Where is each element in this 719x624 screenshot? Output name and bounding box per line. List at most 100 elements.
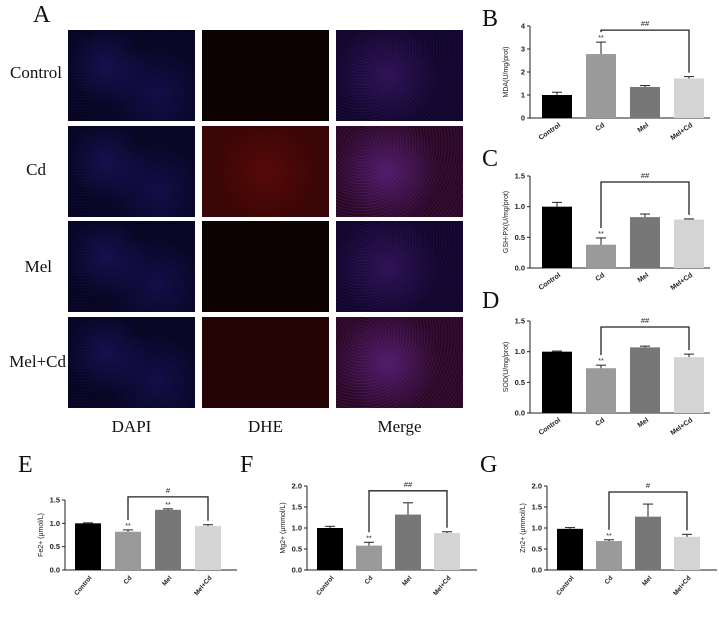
x-tick-label: Control [555, 575, 575, 597]
x-tick-label: Cd [123, 575, 134, 586]
bar-mel-cd [674, 219, 704, 268]
bar-control [317, 528, 343, 570]
col-label-merge: Merge [377, 417, 422, 436]
bar-mel-cd [674, 78, 704, 118]
x-tick-label: Mel [401, 575, 413, 588]
bar-mel [630, 347, 660, 413]
significance-marker: ** [598, 231, 604, 238]
panel-letter-c: C [482, 146, 499, 172]
y-tick-label: 0.0 [50, 566, 60, 575]
bracket-significance: ## [404, 480, 413, 489]
x-tick-label: Mel+Cd [670, 417, 695, 437]
y-tick-label: 0.0 [532, 566, 542, 575]
x-tick-label: Control [538, 417, 562, 437]
x-tick-label: Mel [637, 417, 651, 429]
col-label-dhe: DHE [248, 417, 283, 436]
y-tick-label: 1.5 [515, 172, 525, 181]
y-tick-label: 0.5 [515, 378, 525, 387]
y-tick-label: 1.0 [532, 524, 542, 533]
bracket-significance: ## [641, 19, 650, 28]
panel-letter-e: E [18, 452, 33, 478]
x-tick-label: Cd [604, 575, 615, 586]
bar-cd [596, 541, 622, 570]
bar-mel-cd [674, 357, 704, 413]
bar-cd [115, 531, 141, 570]
y-tick-label: 0.5 [50, 542, 60, 551]
image-melcd-dapi [68, 317, 195, 408]
image-melcd-merge [336, 317, 463, 408]
chart-e-fe: 0.0 0.5 1.0 1.5 Fe2+ (μmol/L) Control Cd Mel Mel… [38, 486, 237, 597]
panel-letter-a: A [33, 2, 51, 28]
row-label-mel: Mel [24, 257, 52, 276]
y-axis-label: SOD(U/mg/prot) [503, 342, 510, 393]
significance-marker: ** [366, 535, 372, 542]
image-mel-merge [336, 221, 463, 312]
bar-control [542, 95, 572, 118]
bar-cd [586, 54, 616, 118]
y-tick-label: 2.0 [292, 482, 302, 491]
y-tick-label: 1.0 [50, 519, 60, 528]
x-tick-label: Mel+Cd [672, 575, 692, 597]
chart-g-zn: 0.0 0.5 1.0 1.5 2.0 Zn2+ (μmmol/L) Control Cd Me… [520, 481, 717, 597]
bar-mel [155, 509, 181, 570]
y-axis-label: Mg2+ (μmmol/L) [280, 502, 287, 553]
bar-mel-cd [674, 536, 700, 570]
x-tick-label: Control [73, 575, 93, 597]
significance-marker: ** [125, 523, 131, 530]
panel-letter-d: D [482, 288, 500, 314]
panel-letter-f: F [240, 452, 254, 478]
row-label-cd: Cd [26, 160, 46, 179]
y-tick-label: 0.0 [515, 409, 525, 418]
x-tick-label: Control [315, 575, 335, 597]
bar-mel-cd [195, 526, 221, 570]
chart-b-mda: 0 1 2 3 4 MDA(U/mg/prot) Control Cd Mel Mel+Cd ** #… [503, 19, 710, 142]
bar-control [557, 528, 583, 570]
y-tick-label: 0.0 [292, 566, 302, 575]
y-tick-label: 1.0 [515, 202, 525, 211]
significance-marker: ** [165, 502, 171, 509]
y-tick-label: 2 [521, 68, 525, 77]
y-tick-label: 0.0 [515, 264, 525, 273]
bar-mel [635, 516, 661, 570]
bar-control [542, 351, 572, 413]
y-tick-label: 1.0 [515, 347, 525, 356]
y-tick-label: 3 [521, 45, 525, 54]
y-tick-label: 1.5 [292, 503, 302, 512]
significance-marker: ** [598, 358, 604, 365]
x-tick-label: Mel+Cd [670, 122, 695, 142]
y-tick-label: 0.5 [515, 233, 525, 242]
y-tick-label: 1.5 [515, 317, 525, 326]
image-control-dhe [202, 30, 329, 121]
x-tick-label: Cd [594, 417, 606, 428]
y-tick-label: 1 [521, 91, 525, 100]
chart-f-mg: 0.0 0.5 1.0 1.5 2.0 Mg2+ (μmmol/L) Control Cd Me… [280, 480, 477, 597]
x-tick-label: Cd [594, 272, 606, 283]
bar-cd [586, 244, 616, 268]
image-cd-dhe [202, 126, 329, 217]
image-mel-dapi [68, 221, 195, 312]
y-tick-label: 1.5 [50, 496, 60, 505]
bracket-significance: # [646, 481, 651, 490]
image-mel-dhe [202, 221, 329, 312]
x-tick-label: Mel [637, 122, 651, 134]
y-tick-label: 1.0 [292, 524, 302, 533]
x-tick-label: Mel [641, 575, 653, 588]
image-melcd-dhe [202, 317, 329, 408]
y-tick-label: 0.5 [532, 545, 542, 554]
bracket-significance: ## [641, 316, 650, 325]
y-axis-label: MDA(U/mg/prot) [503, 47, 510, 98]
bar-control [542, 206, 572, 268]
x-tick-label: Control [538, 272, 562, 292]
x-tick-label: Mel [161, 575, 173, 588]
y-tick-label: 1.5 [532, 503, 542, 512]
y-axis-label: Fe2+ (μmol/L) [38, 513, 45, 557]
chart-c-gshpx: 0.0 0.5 1.0 1.5 GSH-PX(U/mg/prot) Control Cd Me… [503, 171, 710, 292]
bar-cd [356, 545, 382, 570]
x-tick-label: Cd [364, 575, 375, 586]
x-tick-label: Mel+Cd [670, 272, 695, 292]
significance-marker: ** [598, 35, 604, 42]
x-tick-label: Mel [637, 272, 651, 284]
col-label-dapi: DAPI [111, 417, 152, 436]
bar-mel [630, 217, 660, 268]
panel-letter-b: B [482, 6, 499, 32]
